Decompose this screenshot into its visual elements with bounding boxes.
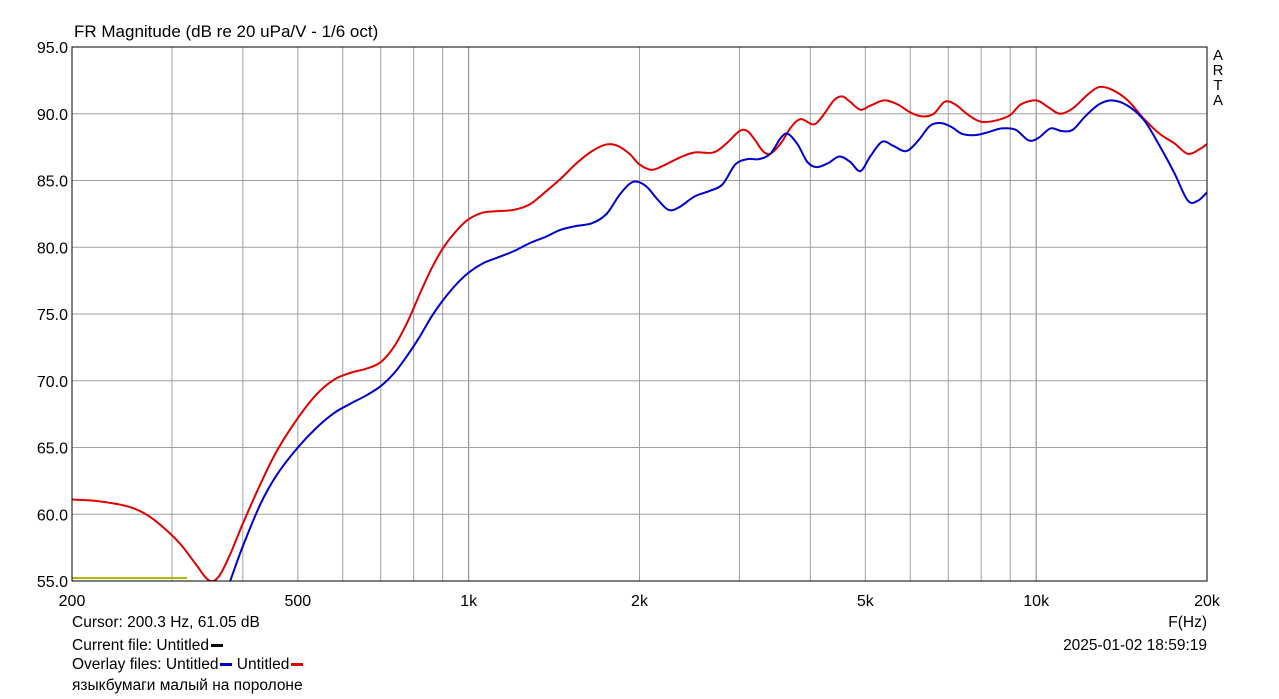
arta-logo-letter: A: [1212, 92, 1223, 109]
x-tick-label: 200: [59, 593, 86, 610]
y-tick-label: 70.0: [37, 374, 68, 391]
arta-logo-letter: A: [1212, 47, 1223, 64]
chart-title: FR Magnitude (dB re 20 uPa/V - 1/6 oct): [74, 22, 379, 41]
current-file-line: Current file: Untitled: [72, 637, 223, 655]
overlay-files-line: Overlay files: Untitled Untitled: [72, 656, 304, 674]
overlay-red-swatch: [291, 663, 304, 667]
cursor-readout: Cursor: 200.3 Hz, 61.05 dB: [72, 614, 260, 631]
series-line-red: [72, 85, 1207, 581]
datetime-stamp: 2025-01-02 18:59:19: [1063, 637, 1207, 654]
x-axis-ticks: 200 500 1k 2k 5k 10k 20k: [59, 593, 1221, 610]
series-layer: [72, 85, 1207, 581]
y-tick-label: 95.0: [37, 40, 68, 57]
y-tick-label: 65.0: [37, 441, 68, 458]
y-tick-label: 90.0: [37, 107, 68, 124]
grid: [71, 46, 1208, 582]
plot-frame: [71, 46, 1208, 582]
overlay-files-label: Overlay files: Untitled: [72, 656, 219, 673]
y-tick-label: 80.0: [37, 240, 68, 257]
y-tick-label: 60.0: [37, 507, 68, 524]
x-tick-label: 5k: [857, 593, 875, 610]
arta-logo-letter: R: [1212, 62, 1224, 79]
x-tick-label: 2k: [631, 593, 649, 610]
y-axis-ticks: 55.0 60.0 65.0 70.0 75.0 80.0 85.0 90.0 95.0: [37, 40, 68, 591]
current-file-label: Current file: Untitled: [72, 637, 209, 654]
overlay-blue-swatch: [220, 663, 233, 667]
y-tick-label: 75.0: [37, 307, 68, 324]
measurement-note: языкбумаги малый на поролоне: [72, 677, 303, 694]
current-file-swatch: [210, 644, 223, 648]
y-tick-label: 85.0: [37, 174, 68, 191]
arta-logo: A R T A: [1211, 48, 1225, 108]
series-line-blue: [229, 99, 1207, 581]
x-tick-label: 500: [284, 593, 311, 610]
x-tick-label: 10k: [1023, 593, 1050, 610]
overlay-second-label: Untitled: [236, 656, 290, 673]
x-tick-label: 20k: [1194, 593, 1221, 610]
x-axis-unit-label: F(Hz): [1168, 614, 1207, 631]
arta-logo-letter: T: [1213, 77, 1223, 94]
x-tick-label: 1k: [460, 593, 478, 610]
y-tick-label: 55.0: [37, 574, 68, 591]
